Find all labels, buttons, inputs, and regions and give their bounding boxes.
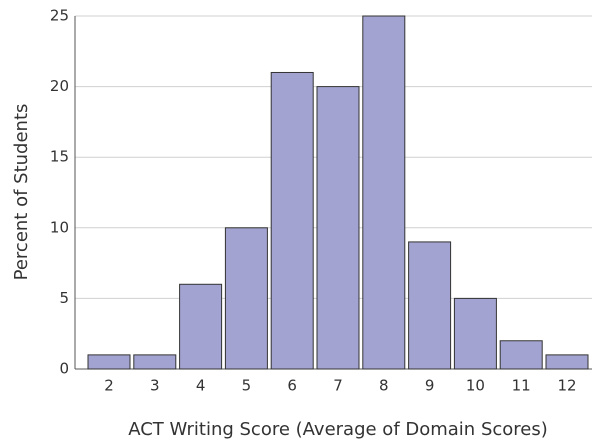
y-tick-label: 15 — [50, 148, 69, 166]
x-tick-label: 3 — [150, 377, 160, 395]
x-tick-label: 10 — [466, 377, 485, 395]
x-tick-label: 5 — [242, 377, 252, 395]
y-axis-title: Percent of Students — [11, 104, 32, 281]
x-tick-label: 6 — [287, 377, 297, 395]
bar — [224, 227, 268, 370]
x-tick-label: 11 — [512, 377, 531, 395]
bar — [362, 15, 406, 370]
x-axis-title: ACT Writing Score (Average of Domain Sco… — [128, 419, 548, 440]
bar — [545, 354, 589, 370]
bar — [316, 86, 360, 370]
y-tick-label: 25 — [50, 7, 69, 25]
y-tick-label: 0 — [59, 360, 69, 378]
bar — [408, 241, 452, 370]
x-tick-label: 2 — [104, 377, 114, 395]
x-tick-label: 4 — [196, 377, 206, 395]
x-tick-label: 12 — [557, 377, 576, 395]
y-tick-label: 10 — [50, 218, 69, 236]
bar — [499, 340, 543, 370]
y-tick-label: 5 — [59, 289, 69, 307]
bar — [179, 283, 223, 370]
bar — [270, 71, 314, 370]
bar — [453, 297, 497, 370]
y-tick-label: 20 — [50, 77, 69, 95]
x-tick-label: 8 — [379, 377, 389, 395]
x-tick-label: 7 — [333, 377, 343, 395]
bar — [87, 354, 131, 370]
x-tick-label: 9 — [425, 377, 435, 395]
bar — [133, 354, 177, 370]
